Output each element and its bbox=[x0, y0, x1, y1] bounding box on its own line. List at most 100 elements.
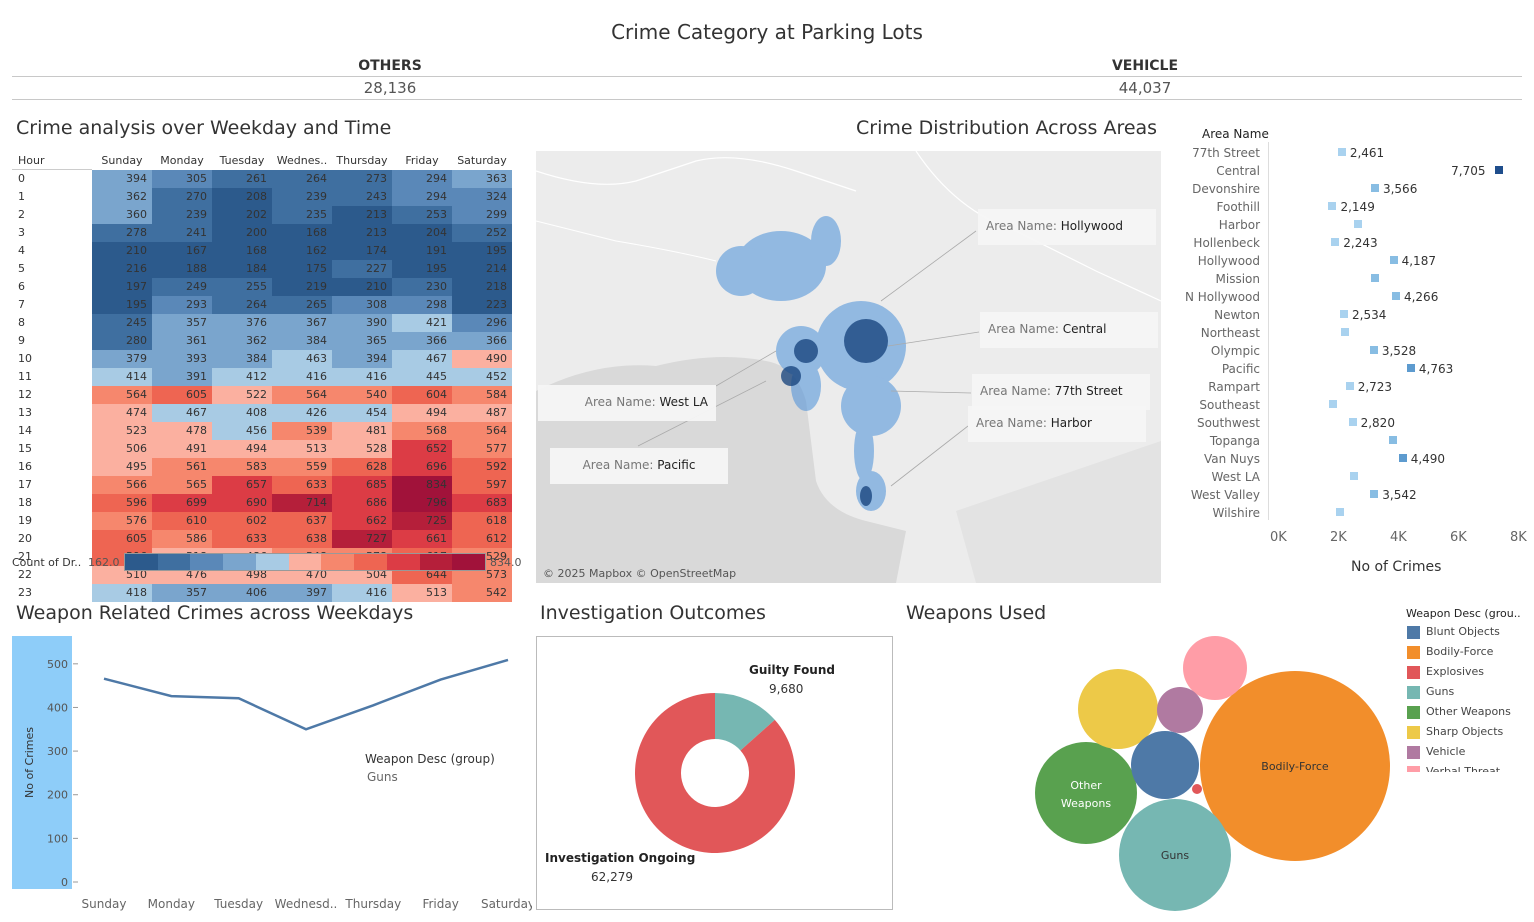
heatmap-cell[interactable]: 363 bbox=[452, 170, 512, 188]
weapons-legend[interactable]: Blunt Objects Bodily-Force Explosives Guns O… bbox=[1407, 624, 1532, 772]
area-value-mark[interactable] bbox=[1349, 472, 1358, 480]
heatmap-cell[interactable]: 696 bbox=[392, 458, 452, 476]
heatmap-cell[interactable]: 564 bbox=[272, 386, 332, 404]
heatmap-cell[interactable]: 566 bbox=[92, 476, 152, 494]
heatmap-cell[interactable]: 362 bbox=[92, 188, 152, 206]
area-value-mark[interactable] bbox=[1389, 436, 1398, 444]
weapons-legend-item[interactable]: Explosives bbox=[1407, 665, 1484, 679]
heatmap-cell[interactable]: 414 bbox=[92, 368, 152, 386]
heatmap-cell[interactable]: 270 bbox=[152, 188, 212, 206]
heatmap-cell[interactable]: 714 bbox=[272, 494, 332, 512]
heatmap-cell[interactable]: 365 bbox=[332, 332, 392, 350]
heatmap-cell[interactable]: 633 bbox=[212, 530, 272, 548]
heatmap-cell[interactable]: 539 bbox=[272, 422, 332, 440]
heatmap-cell[interactable]: 604 bbox=[392, 386, 452, 404]
heatmap-cell[interactable]: 652 bbox=[392, 440, 452, 458]
heatmap-cell[interactable]: 612 bbox=[452, 530, 512, 548]
area-value-mark[interactable] bbox=[1340, 328, 1349, 336]
area-value-mark[interactable] bbox=[1336, 508, 1344, 516]
heatmap-cell[interactable]: 727 bbox=[332, 530, 392, 548]
heatmap-cell[interactable]: 360 bbox=[92, 206, 152, 224]
area-value-mark[interactable] bbox=[1398, 454, 1407, 462]
heatmap-cell[interactable]: 596 bbox=[92, 494, 152, 512]
heatmap-cell[interactable]: 540 bbox=[332, 386, 392, 404]
heatmap-cell[interactable]: 213 bbox=[332, 224, 392, 242]
heatmap-cell[interactable]: 445 bbox=[392, 368, 452, 386]
heatmap-cell[interactable]: 513 bbox=[272, 440, 332, 458]
heatmap-cell[interactable]: 481 bbox=[332, 422, 392, 440]
heatmap-cell[interactable]: 699 bbox=[152, 494, 212, 512]
heatmap-cell[interactable]: 605 bbox=[92, 530, 152, 548]
heatmap-cell[interactable]: 583 bbox=[212, 458, 272, 476]
heatmap-cell[interactable]: 584 bbox=[452, 386, 512, 404]
heatmap-cell[interactable]: 452 bbox=[452, 368, 512, 386]
heatmap-cell[interactable]: 568 bbox=[392, 422, 452, 440]
heatmap-cell[interactable]: 367 bbox=[272, 314, 332, 332]
heatmap-cell[interactable]: 174 bbox=[332, 242, 392, 260]
heatmap-cell[interactable]: 683 bbox=[452, 494, 512, 512]
crime-map[interactable]: Area Name: Hollywood Area Name: Central … bbox=[536, 151, 1161, 583]
weapons-legend-item[interactable]: Bodily-Force bbox=[1407, 645, 1493, 659]
heatmap-cell[interactable]: 561 bbox=[152, 458, 212, 476]
heatmap-cell[interactable]: 361 bbox=[152, 332, 212, 350]
heatmap-cell[interactable]: 210 bbox=[92, 242, 152, 260]
heatmap-cell[interactable]: 467 bbox=[392, 350, 452, 368]
heatmap-cell[interactable]: 421 bbox=[392, 314, 452, 332]
heatmap-cell[interactable]: 249 bbox=[152, 278, 212, 296]
heatmap-cell[interactable]: 366 bbox=[452, 332, 512, 350]
heatmap-cell[interactable]: 210 bbox=[332, 278, 392, 296]
heatmap-cell[interactable]: 264 bbox=[272, 170, 332, 188]
heatmap-cell[interactable]: 197 bbox=[92, 278, 152, 296]
heatmap-cell[interactable]: 379 bbox=[92, 350, 152, 368]
heatmap-cell[interactable]: 416 bbox=[332, 584, 392, 602]
heatmap-cell[interactable]: 487 bbox=[452, 404, 512, 422]
heatmap-cell[interactable]: 618 bbox=[452, 512, 512, 530]
area-value-mark[interactable] bbox=[1328, 400, 1337, 408]
heatmap-cell[interactable]: 542 bbox=[452, 584, 512, 602]
heatmap-cell[interactable]: 418 bbox=[92, 584, 152, 602]
heatmap-cell[interactable]: 357 bbox=[152, 584, 212, 602]
heatmap-cell[interactable]: 393 bbox=[152, 350, 212, 368]
heatmap-cell[interactable]: 490 bbox=[452, 350, 512, 368]
heatmap-cell[interactable]: 565 bbox=[152, 476, 212, 494]
heatmap-cell[interactable]: 416 bbox=[272, 368, 332, 386]
heatmap-cell[interactable]: 255 bbox=[212, 278, 272, 296]
heatmap-cell[interactable]: 235 bbox=[272, 206, 332, 224]
area-value-mark[interactable] bbox=[1345, 382, 1354, 390]
donut-slice[interactable] bbox=[635, 693, 795, 853]
heatmap-cell[interactable]: 218 bbox=[452, 278, 512, 296]
heatmap-cell[interactable]: 397 bbox=[272, 584, 332, 602]
heatmap-cell[interactable]: 610 bbox=[152, 512, 212, 530]
heatmap-cell[interactable]: 175 bbox=[272, 260, 332, 278]
area-value-mark[interactable] bbox=[1369, 346, 1378, 354]
heatmap-cell[interactable]: 528 bbox=[332, 440, 392, 458]
heatmap-cell[interactable]: 243 bbox=[332, 188, 392, 206]
heatmap-cell[interactable]: 299 bbox=[452, 206, 512, 224]
heatmap-cell[interactable]: 638 bbox=[272, 530, 332, 548]
weapons-legend-item[interactable]: Other Weapons bbox=[1407, 705, 1511, 719]
heatmap-cell[interactable]: 216 bbox=[92, 260, 152, 278]
heatmap-cell[interactable]: 391 bbox=[152, 368, 212, 386]
heatmap-cell[interactable]: 168 bbox=[272, 224, 332, 242]
heatmap-cell[interactable]: 406 bbox=[212, 584, 272, 602]
heatmap-cell[interactable]: 204 bbox=[392, 224, 452, 242]
heatmap-cell[interactable]: 478 bbox=[152, 422, 212, 440]
area-value-mark[interactable] bbox=[1370, 490, 1379, 498]
weapons-legend-item[interactable]: Sharp Objects bbox=[1407, 725, 1503, 739]
heatmap-cell[interactable]: 241 bbox=[152, 224, 212, 242]
heatmap-cell[interactable]: 495 bbox=[92, 458, 152, 476]
weapons-legend-item[interactable]: Blunt Objects bbox=[1407, 625, 1500, 639]
heatmap-cell[interactable]: 564 bbox=[92, 386, 152, 404]
area-value-mark[interactable] bbox=[1495, 166, 1504, 174]
heatmap-cell[interactable]: 426 bbox=[272, 404, 332, 422]
heatmap-cell[interactable]: 408 bbox=[212, 404, 272, 422]
area-value-mark[interactable] bbox=[1337, 148, 1346, 156]
heatmap-cell[interactable]: 474 bbox=[92, 404, 152, 422]
heatmap-cell[interactable]: 384 bbox=[272, 332, 332, 350]
heatmap-cell[interactable]: 253 bbox=[392, 206, 452, 224]
heatmap-cell[interactable]: 559 bbox=[272, 458, 332, 476]
heatmap-cell[interactable]: 265 bbox=[272, 296, 332, 314]
heatmap-cell[interactable]: 384 bbox=[212, 350, 272, 368]
heatmap-cell[interactable]: 366 bbox=[392, 332, 452, 350]
heatmap-cell[interactable]: 394 bbox=[92, 170, 152, 188]
